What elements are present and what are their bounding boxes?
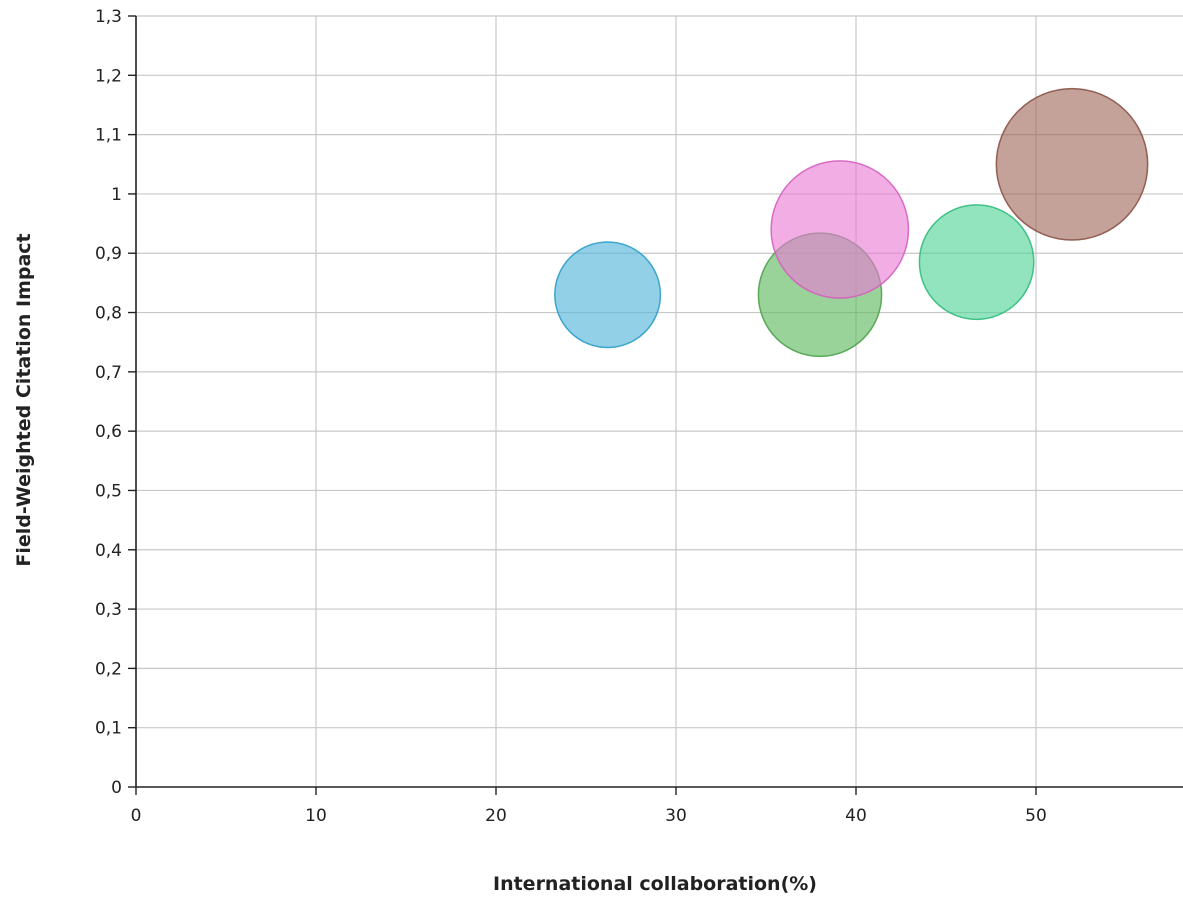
x-tick-label: 40 (845, 806, 867, 826)
y-tick-label: 0,3 (95, 600, 122, 620)
x-axis-title: International collaboration(%) (493, 873, 817, 895)
x-tick-label: 50 (1025, 806, 1047, 826)
x-tick-label: 20 (485, 806, 507, 826)
y-tick-label: 1,1 (95, 126, 122, 146)
bubble-point-3[interactable] (770, 160, 910, 299)
y-tick-label: 1 (111, 185, 122, 205)
y-tick-label: 0,5 (95, 481, 122, 501)
y-tick-label: 0,9 (95, 244, 122, 264)
y-tick-label: 0 (111, 778, 122, 798)
bubble-layer (554, 87, 1149, 358)
y-tick-label: 0,7 (95, 363, 122, 383)
bubble-point-4[interactable] (918, 204, 1035, 321)
bubble-point-1[interactable] (554, 241, 662, 349)
grid-layer (136, 15, 1183, 787)
x-tick-label: 30 (665, 806, 687, 826)
y-tick-label: 1,3 (95, 7, 122, 27)
axis-layer: 0 0,1 0,2 0,3 0,4 0,5 0,6 0,7 0,8 0,9 1 1,1 1,2 1,3 0 1… (95, 7, 1183, 826)
y-tick-label: 0,4 (95, 541, 122, 561)
y-tick-label: 0,6 (95, 422, 122, 442)
y-tick-label: 0,8 (95, 304, 122, 324)
x-tick-label: 0 (131, 806, 142, 826)
y-axis-title: Field-Weighted Citation Impact (13, 233, 35, 566)
bubble-point-5[interactable] (995, 87, 1149, 241)
y-tick-label: 0,2 (95, 659, 122, 679)
x-tick-label: 10 (305, 806, 327, 826)
y-tick-label: 1,2 (95, 66, 122, 86)
y-tick-label: 0,1 (95, 719, 122, 739)
